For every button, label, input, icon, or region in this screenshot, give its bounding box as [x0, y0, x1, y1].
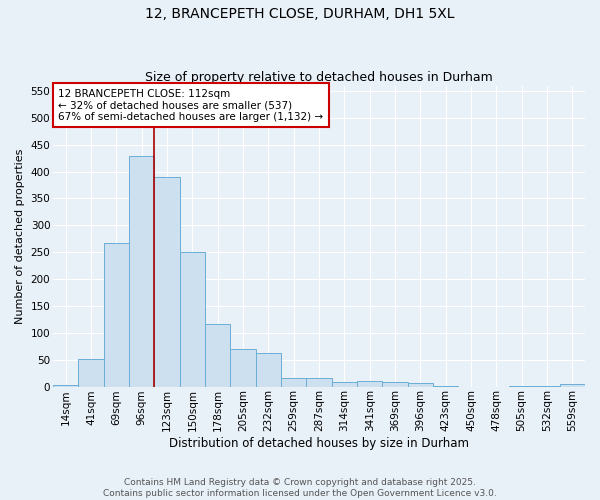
Bar — [180, 252, 205, 386]
Text: Contains HM Land Registry data © Crown copyright and database right 2025.
Contai: Contains HM Land Registry data © Crown c… — [103, 478, 497, 498]
X-axis label: Distribution of detached houses by size in Durham: Distribution of detached houses by size … — [169, 437, 469, 450]
Y-axis label: Number of detached properties: Number of detached properties — [15, 148, 25, 324]
Bar — [256, 353, 281, 386]
Bar — [407, 384, 433, 386]
Bar — [205, 324, 230, 386]
Text: 12, BRANCEPETH CLOSE, DURHAM, DH1 5XL: 12, BRANCEPETH CLOSE, DURHAM, DH1 5XL — [145, 8, 455, 22]
Bar — [129, 156, 154, 386]
Bar — [560, 384, 585, 386]
Bar — [104, 243, 129, 386]
Bar — [332, 382, 357, 386]
Bar — [230, 349, 256, 387]
Title: Size of property relative to detached houses in Durham: Size of property relative to detached ho… — [145, 72, 493, 85]
Bar — [154, 177, 180, 386]
Bar — [281, 378, 307, 386]
Bar — [382, 382, 407, 386]
Bar — [307, 378, 332, 386]
Bar — [357, 381, 382, 386]
Text: 12 BRANCEPETH CLOSE: 112sqm
← 32% of detached houses are smaller (537)
67% of se: 12 BRANCEPETH CLOSE: 112sqm ← 32% of det… — [58, 88, 323, 122]
Bar — [79, 359, 104, 386]
